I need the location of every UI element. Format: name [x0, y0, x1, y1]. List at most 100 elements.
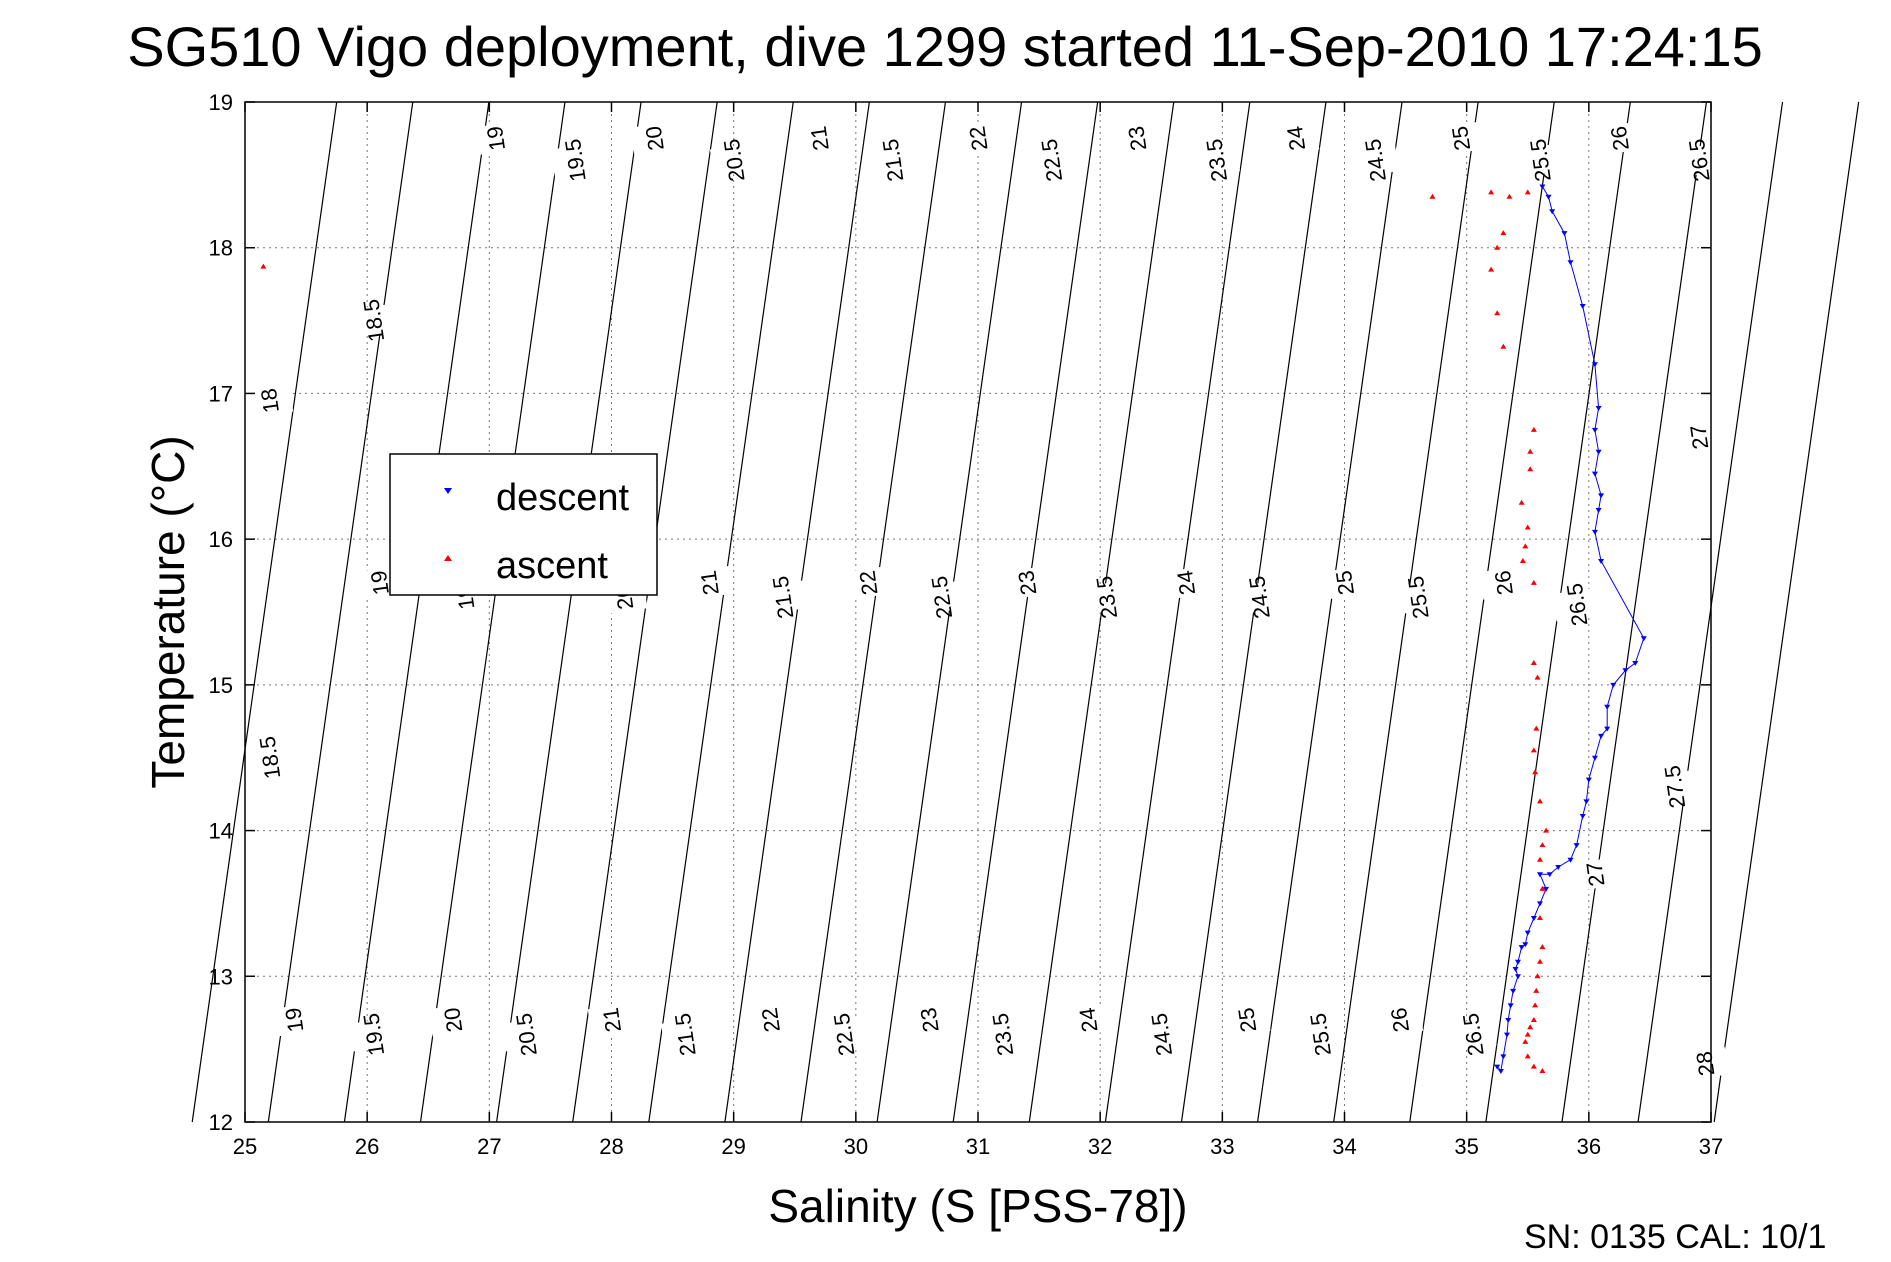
chart-title: SG510 Vigo deployment, dive 1299 started… — [127, 15, 1763, 78]
contour-label: 20.5 — [511, 1012, 542, 1058]
contour-label: 23 — [1013, 569, 1041, 597]
contour-label-bg — [1271, 121, 1320, 156]
contour-label-bg — [1235, 580, 1283, 615]
descent-point — [1583, 799, 1590, 805]
ascent-point — [1524, 1031, 1531, 1037]
descent-point — [1518, 945, 1525, 951]
density-contour-line — [724, 101, 870, 1123]
contour-label-bg — [917, 580, 966, 615]
ascent-point — [1524, 189, 1531, 195]
contour-label: 24 — [1172, 569, 1200, 597]
descent-point — [1512, 967, 1519, 972]
ascent-point — [1536, 798, 1543, 804]
x-tick-label: 36 — [1577, 1134, 1601, 1159]
y-tick-label: 17 — [209, 381, 233, 406]
legend-box — [389, 453, 658, 596]
contour-label: 26 — [1606, 124, 1634, 152]
contour-label: 20 — [439, 1006, 467, 1034]
y-axis-label: Temperature (°C) — [142, 435, 194, 788]
contour-label: 24 — [1074, 1006, 1102, 1034]
ascent-point — [1539, 944, 1546, 950]
ascent-point — [1539, 842, 1546, 848]
density-contour-line — [572, 101, 718, 1123]
descent-point — [1514, 959, 1521, 965]
contour-label: 25 — [1331, 569, 1359, 597]
contour-label-bg — [245, 740, 294, 775]
legend-descent-marker — [444, 488, 452, 494]
contour-label: 18.5 — [255, 735, 286, 781]
legend: descent ascent — [389, 453, 658, 596]
descent-point — [1536, 872, 1543, 878]
contour-label: 25 — [1233, 1006, 1261, 1034]
descent-point — [1591, 755, 1598, 761]
contour-label-bg — [1650, 769, 1699, 804]
density-contour-line — [800, 101, 947, 1123]
x-tick-label: 32 — [1088, 1134, 1112, 1159]
descent-point — [1595, 449, 1602, 455]
contour-label-bg — [709, 143, 758, 178]
descent-point — [1524, 930, 1531, 936]
ascent-point — [1494, 244, 1501, 250]
ascent-point — [1522, 1038, 1529, 1044]
density-contour-line — [1561, 101, 1708, 1123]
contour-label: 18.5 — [358, 298, 389, 344]
contour-label: 21 — [598, 1006, 626, 1034]
x-tick-label: 26 — [355, 1134, 379, 1159]
x-axis-label: Salinity (S [PSS-78]) — [768, 1180, 1187, 1232]
contour-label: 27 — [1685, 423, 1713, 451]
contour-label: 24.5 — [1146, 1012, 1177, 1058]
y-tick-label: 12 — [209, 1110, 233, 1135]
ascent-point — [1500, 230, 1507, 236]
legend-descent-label: descent — [496, 477, 630, 519]
descent-point — [1595, 508, 1602, 513]
contour-label-bg — [868, 143, 917, 178]
x-tick-label: 25 — [233, 1134, 257, 1159]
descent-point — [1579, 304, 1586, 309]
contour-label-bg — [1137, 1017, 1185, 1052]
y-tick-label: 15 — [209, 673, 233, 698]
contour-label: 22 — [964, 124, 992, 152]
descent-point — [1545, 194, 1552, 200]
contour-label-bg — [1595, 121, 1644, 156]
density-contour-line — [191, 101, 338, 1123]
ascent-point — [1518, 499, 1525, 505]
ascent-point — [1530, 660, 1537, 665]
density-contour-line — [1104, 101, 1251, 1123]
contour-label: 22 — [854, 569, 882, 597]
contour-label-bg — [1003, 565, 1051, 600]
contour-label: 26.5 — [1684, 137, 1715, 183]
contour-label-bg — [905, 1003, 953, 1037]
contour-label-bg — [1436, 121, 1485, 156]
contour-label-bg — [1516, 143, 1564, 178]
contour-label-bg — [746, 1003, 795, 1037]
legend-ascent-marker — [444, 555, 452, 561]
descent-point — [1604, 726, 1611, 732]
contour-label-bg — [844, 565, 892, 600]
contour-label: 21 — [696, 569, 724, 597]
y-tick-label: 16 — [209, 527, 233, 552]
contour-label-bg — [1113, 121, 1161, 156]
descent-point — [1567, 857, 1574, 863]
descent-point — [1591, 529, 1598, 535]
descent-point — [1579, 814, 1586, 819]
contour-label-bg — [1552, 587, 1601, 622]
x-tick-label: 33 — [1210, 1134, 1234, 1159]
contour-label-bg — [587, 1003, 636, 1037]
contour-label: 26.5 — [1562, 582, 1593, 628]
contour-label-bg — [758, 580, 807, 615]
contour-label-bg — [1449, 1017, 1497, 1052]
contour-label-bg — [1296, 1017, 1344, 1052]
descent-point — [1536, 901, 1543, 907]
contour-label: 25.5 — [1403, 574, 1434, 620]
ascent-point — [1506, 193, 1513, 199]
ascent-point — [1539, 885, 1546, 891]
x-tick-label: 29 — [721, 1134, 745, 1159]
descent-point — [1640, 636, 1647, 642]
contour-label: 25.5 — [1305, 1012, 1336, 1058]
contour-label: 21.5 — [670, 1012, 701, 1058]
x-tick-label: 34 — [1332, 1134, 1356, 1159]
descent-point — [1510, 988, 1517, 994]
contour-label-bg — [1394, 580, 1442, 615]
y-tick-label: 18 — [209, 236, 233, 261]
descent-point — [1549, 209, 1556, 215]
